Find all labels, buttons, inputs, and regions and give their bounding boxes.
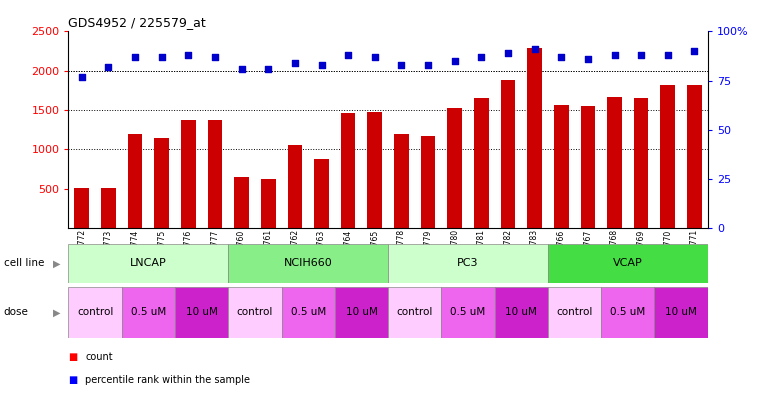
Point [102,64,114,70]
Point [342,52,354,58]
Point [155,54,167,60]
Text: NCIH660: NCIH660 [284,258,333,268]
Point [449,58,461,64]
Bar [75,188,89,228]
Bar [421,136,435,228]
Text: PC3: PC3 [457,258,479,268]
Text: LNCAP: LNCAP [130,258,167,268]
Bar [607,97,622,228]
Point [581,56,594,62]
Text: 0.5 uM: 0.5 uM [131,307,166,318]
Text: 0.5 uM: 0.5 uM [291,307,326,318]
Point [182,52,194,58]
Bar [288,145,302,228]
Point [368,54,380,60]
Bar [447,108,462,228]
Point [502,50,514,56]
Bar [501,80,515,228]
Bar [554,105,568,228]
Text: percentile rank within the sample: percentile rank within the sample [85,375,250,385]
Text: 10 uM: 10 uM [665,307,697,318]
Point [209,54,221,60]
Bar [654,287,708,338]
Point [635,52,647,58]
Text: cell line: cell line [4,258,44,268]
Point [608,52,620,58]
Point [396,62,408,68]
Point [688,48,700,54]
Bar [634,98,648,228]
Text: 0.5 uM: 0.5 uM [451,307,486,318]
Bar [181,120,196,228]
Bar [261,179,275,228]
Bar [388,244,548,283]
Bar [687,85,702,228]
Bar [441,287,495,338]
Text: dose: dose [4,307,29,318]
Text: control: control [556,307,593,318]
Text: 10 uM: 10 uM [345,307,377,318]
Bar [548,287,601,338]
Bar [282,287,335,338]
Text: control: control [77,307,113,318]
Text: count: count [85,352,113,362]
Point [422,62,434,68]
Bar [101,188,116,228]
Bar [368,112,382,228]
Point [129,54,142,60]
Bar [495,287,548,338]
Text: control: control [237,307,273,318]
Bar [394,134,409,228]
Bar [388,287,441,338]
Text: control: control [396,307,433,318]
Text: VCAP: VCAP [613,258,643,268]
Bar [474,98,489,228]
Point [262,66,274,72]
Text: 10 uM: 10 uM [186,307,218,318]
Point [236,66,248,72]
Text: ■: ■ [68,352,78,362]
Point [315,62,327,68]
Bar [228,244,388,283]
Bar [208,120,222,228]
Bar [527,48,542,228]
Point [528,46,540,52]
Bar [68,287,122,338]
Text: ▶: ▶ [53,258,61,268]
Text: GDS4952 / 225579_at: GDS4952 / 225579_at [68,16,206,29]
Point [661,52,674,58]
Bar [314,159,329,228]
Bar [548,244,708,283]
Point [75,73,88,80]
Bar [68,244,228,283]
Text: 0.5 uM: 0.5 uM [610,307,645,318]
Text: ■: ■ [68,375,78,385]
Bar [175,287,228,338]
Text: 10 uM: 10 uM [505,307,537,318]
Point [475,54,487,60]
Point [289,60,301,66]
Bar [335,287,388,338]
Bar [122,287,175,338]
Bar [601,287,654,338]
Bar [128,134,142,228]
Bar [581,106,595,228]
Point [555,54,567,60]
Bar [234,177,249,228]
Bar [661,85,675,228]
Bar [228,287,282,338]
Bar [154,138,169,228]
Bar [341,113,355,228]
Text: ▶: ▶ [53,307,61,318]
